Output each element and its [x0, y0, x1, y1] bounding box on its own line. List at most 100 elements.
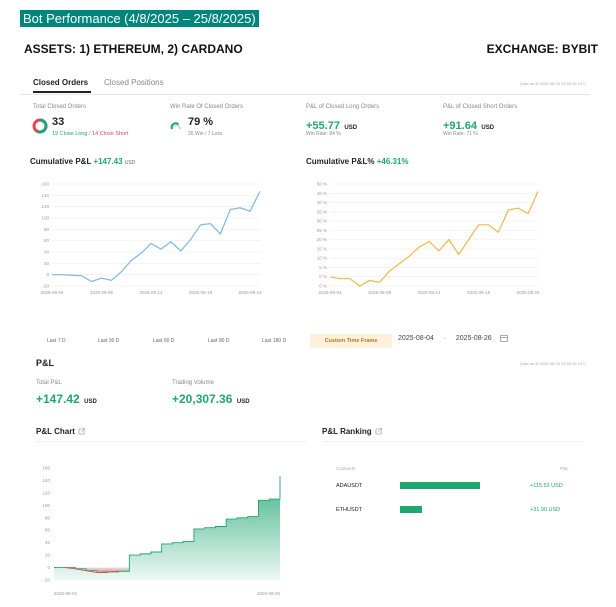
cumulative-pnl-chart: -20 0 20 40 60 80 100 120 140 160 2025-08-04 2025-0… — [40, 182, 263, 296]
short-pnl-value-row: +91.64 USD — [443, 116, 494, 134]
short-pnl-unit: USD — [481, 125, 495, 131]
pnl-chart-y-tick: 60 — [45, 528, 51, 533]
cum-pnl-y-tick: 40 — [44, 250, 50, 255]
external-link-icon[interactable] — [78, 428, 85, 435]
cum-pnl-pct-x-tick: 2025-08-24 — [517, 290, 541, 295]
tab-closed-positions[interactable]: Closed Positions — [104, 78, 164, 87]
trading-volume-unit: USD — [236, 399, 250, 405]
pnl-chart-title-row: P&L Chart — [36, 427, 85, 436]
external-link-icon[interactable] — [375, 428, 382, 435]
active-tab-indicator — [33, 91, 91, 93]
pnl-chart-y-tick: 80 — [45, 515, 51, 520]
cum-pnl-pct-x-tick: 2025-08-19 — [467, 290, 491, 295]
donut-ring-icon — [32, 118, 48, 134]
cum-pnl-x-tick: 2025-08-19 — [189, 290, 213, 295]
pnl-chart-x-tick: 2025-08-25 — [257, 591, 281, 596]
cum-pnl-pct-y-tick: 45 % — [317, 191, 327, 196]
ranking-value-eth: +31.90 USD — [530, 507, 561, 513]
ranking-bar-eth — [400, 506, 423, 513]
range-last-60d[interactable]: Last 60 D — [153, 338, 175, 344]
close-long-count: 19 Close Long — [52, 131, 88, 137]
cum-pnl-pct-y-tick: -5 % — [318, 284, 327, 289]
assets-label: ASSETS: 1) ETHEREUM, 2) CARDANO — [24, 42, 243, 56]
cum-pnl-y-tick: -20 — [42, 284, 49, 289]
total-pnl-value: +147.42 — [36, 392, 80, 406]
date-end[interactable]: 2025-08-26 — [455, 334, 492, 342]
range-last-180d[interactable]: Last 180 D — [262, 338, 287, 344]
cum-pnl-unit: USD — [124, 160, 136, 166]
pnl-chart-y-tick: 140 — [42, 478, 50, 483]
long-win-rate: Win Rate: 84 % — [306, 131, 341, 137]
cum-pnl-pct-y-tick: 50 % — [317, 182, 327, 187]
cum-pnl-pct-y-tick: 35 % — [317, 209, 327, 214]
cum-pnl-x-tick: 2025-08-09 — [90, 290, 114, 295]
win-rate-value: 79 % — [188, 116, 214, 128]
pnl-chart-title: P&L Chart — [36, 427, 75, 436]
cum-pnl-value: +147.43 — [93, 157, 123, 166]
tabs-divider — [20, 94, 590, 95]
cum-pnl-y-tick: 0 — [46, 272, 49, 277]
pnl-chart-y-tick: 120 — [42, 490, 50, 495]
calendar-icon[interactable] — [499, 334, 508, 342]
cum-pnl-title-row: Cumulative P&L +147.43 USD — [30, 157, 135, 166]
cum-pnl-pct-title-row: Cumulative P&L% +46.31% — [306, 157, 409, 166]
data-as-of-top: Data as of 2025-08-25 23:59:59 UTC — [520, 81, 586, 86]
ranking-value-ada: +115.52 USD — [530, 483, 563, 489]
cum-pnl-pct-x-tick: 2025-08-04 — [318, 290, 342, 295]
range-last-30d[interactable]: Last 30 D — [98, 338, 120, 344]
pnl-chart-y-tick: 100 — [42, 503, 50, 508]
long-pnl-label: P&L of Closed Long Orders — [306, 104, 380, 110]
win-loss-detail: 26 Win / 7 Loss — [188, 131, 223, 137]
pnl-positive-area — [54, 476, 280, 580]
trading-volume-row: +20,307.36 USD — [172, 390, 250, 408]
ranking-col-pnl: P&L — [560, 466, 569, 471]
cum-pnl-pct-y-tick: 10 % — [317, 256, 327, 261]
cum-pnl-y-tick: 80 — [44, 227, 50, 232]
cum-pnl-x-tick: 2025-08-14 — [140, 290, 164, 295]
ranking-symbol-eth: ETHUSDT — [336, 507, 362, 513]
cum-pnl-pct-y-tick: 40 % — [317, 200, 327, 205]
cum-pnl-series-line — [52, 191, 261, 283]
pnl-ranking-title-row: P&L Ranking — [322, 427, 382, 436]
short-pnl-value: +91.64 — [443, 120, 477, 132]
win-rate-gauge-icon — [170, 122, 181, 130]
pnl-chart-y-tick: -20 — [43, 578, 50, 583]
date-range-picker[interactable]: 2025-08-04 → 2025-08-26 — [398, 334, 508, 342]
ranking-col-symbol: Contracts — [336, 466, 356, 471]
custom-time-frame-button[interactable]: Custom Time Frame — [310, 334, 392, 348]
short-win-rate: Win Rate: 71 % — [443, 131, 478, 137]
tab-closed-orders[interactable]: Closed Orders — [33, 78, 89, 87]
cum-pnl-pct-x-tick: 2025-08-14 — [418, 290, 442, 295]
cum-pnl-y-tick: 60 — [44, 238, 50, 243]
win-rate-label: Win Rate Of Closed Orders — [170, 104, 244, 110]
pnl-chart-y-tick: 40 — [45, 540, 51, 545]
cum-pnl-pct-y-tick: 30 % — [317, 219, 327, 224]
cum-pnl-y-tick: 140 — [41, 193, 49, 198]
ranking-symbol-ada: ADAUSDT — [336, 483, 363, 489]
date-start[interactable]: 2025-08-04 — [398, 334, 434, 342]
cum-pnl-pct-x-tick: 2025-08-09 — [368, 290, 392, 295]
date-arrow: → — [441, 335, 448, 341]
long-pnl-unit: USD — [344, 125, 358, 131]
cum-pnl-x-tick: 2025-08-24 — [239, 290, 263, 295]
range-last-90d[interactable]: Last 90 D — [208, 338, 230, 344]
cum-pnl-y-tick: 160 — [41, 182, 49, 187]
cum-pnl-y-tick: 120 — [41, 204, 49, 209]
total-closed-orders-label: Total Closed Orders — [33, 104, 87, 110]
total-closed-orders-value: 33 — [52, 116, 65, 128]
long-pnl-value: +55.77 — [306, 120, 340, 132]
pnl-chart-y-tick: 0 — [47, 565, 50, 570]
cum-pnl-pct-y-tick: 20 % — [317, 237, 327, 242]
report-title-banner: Bot Performance (4/8/2025 – 25/8/2025) — [20, 10, 259, 27]
pnl-chart-divider — [36, 441, 306, 442]
pnl-ranking-title: P&L Ranking — [322, 427, 372, 436]
close-short-count: 14 Close Short — [92, 131, 129, 137]
cum-pnl-x-tick: 2025-08-04 — [40, 290, 64, 295]
pnl-chart-y-tick: 160 — [42, 466, 50, 471]
close-long-short-breakdown: 19 Close Long / 14 Close Short — [52, 131, 128, 137]
pnl-data-as-of: Data as of 2025-08-25 23:59:59 UTC — [520, 361, 586, 366]
long-pnl-value-row: +55.77 USD — [306, 116, 357, 134]
cum-pnl-pct-y-tick: 5 % — [319, 265, 327, 270]
range-last-7d[interactable]: Last 7 D — [47, 338, 66, 344]
trading-volume-value: +20,307.36 — [172, 392, 233, 406]
